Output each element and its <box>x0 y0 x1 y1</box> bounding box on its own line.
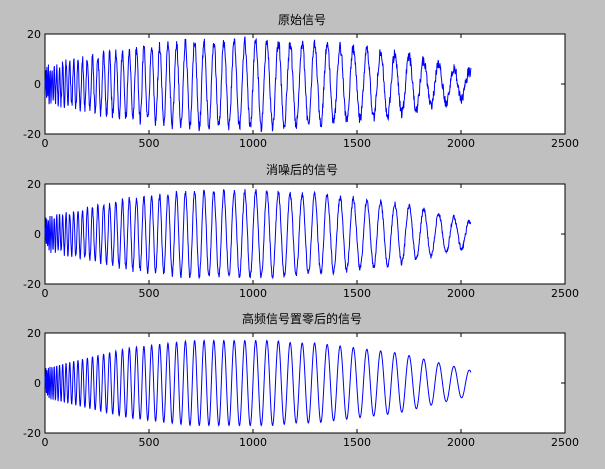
x-tick-label: 1000 <box>239 137 267 150</box>
x-tick-label: 1000 <box>239 436 267 449</box>
y-tick-label: 20 <box>27 28 41 41</box>
x-tick-label: 1500 <box>343 287 371 300</box>
x-tick-label: 2500 <box>551 137 579 150</box>
y-tick-label: 0 <box>34 78 41 91</box>
x-tick-label: 500 <box>139 287 160 300</box>
y-tick-label: 0 <box>34 228 41 241</box>
x-tick-label: 2000 <box>447 137 475 150</box>
x-tick-label: 1000 <box>239 287 267 300</box>
y-tick-label: 0 <box>34 377 41 390</box>
y-tick-label: -20 <box>23 278 41 291</box>
x-tick-label: 2500 <box>551 287 579 300</box>
x-tick-label: 0 <box>42 137 49 150</box>
y-tick-label: -20 <box>23 427 41 440</box>
x-tick-label: 500 <box>139 436 160 449</box>
y-tick-label: 20 <box>27 178 41 191</box>
x-tick-label: 2000 <box>447 436 475 449</box>
x-tick-label: 1500 <box>343 436 371 449</box>
subplot-2-title: 消噪后的信号 <box>266 162 338 177</box>
subplot-1-title: 原始信号 <box>278 13 326 27</box>
y-tick-label: -20 <box>23 128 41 141</box>
subplot-3-title: 高频信号置零后的信号 <box>242 311 362 326</box>
x-tick-label: 500 <box>139 137 160 150</box>
x-tick-label: 2000 <box>447 287 475 300</box>
x-tick-label: 0 <box>42 287 49 300</box>
x-tick-label: 1500 <box>343 137 371 150</box>
x-tick-label: 2500 <box>551 436 579 449</box>
subplot-3-series-line <box>44 339 472 427</box>
subplot-2-series-line <box>44 188 472 280</box>
y-tick-label: 20 <box>27 327 41 340</box>
subplot-1-series-line <box>44 36 472 133</box>
x-tick-label: 0 <box>42 436 49 449</box>
